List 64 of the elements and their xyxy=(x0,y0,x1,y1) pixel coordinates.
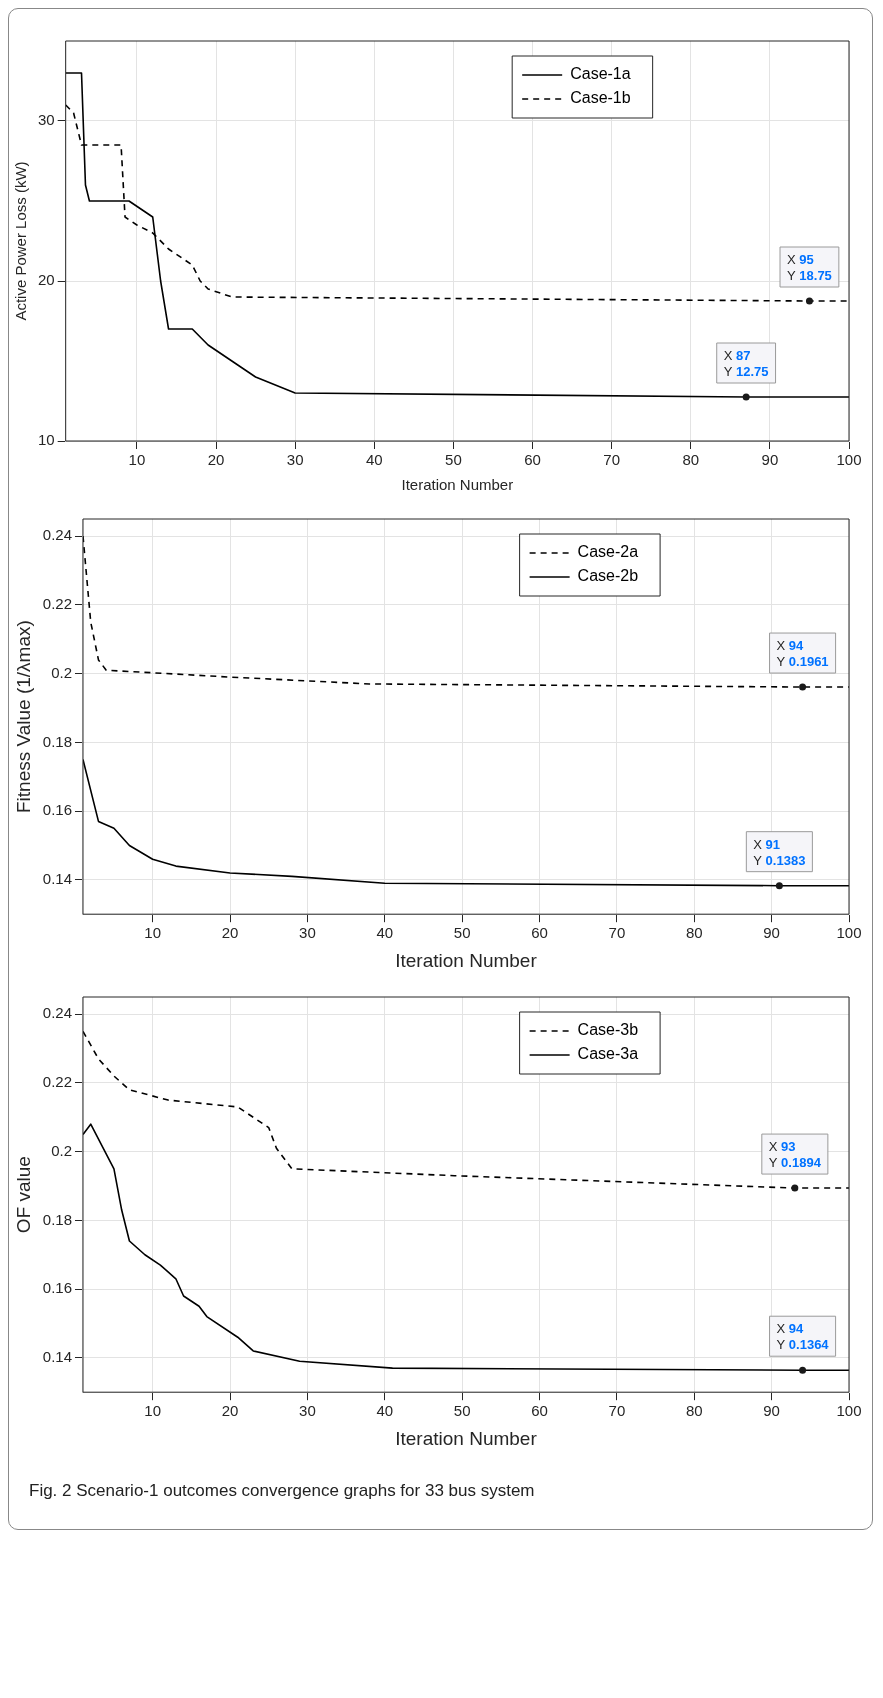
y-tick-label: 0.16 xyxy=(42,801,72,819)
annotation: X 91 Y 0.1383 xyxy=(753,836,806,868)
y-tick-label: 0.14 xyxy=(42,1347,72,1365)
y-tick-label: 0.22 xyxy=(42,595,72,613)
legend-label: Case-1b xyxy=(570,89,631,107)
caption: Fig. 2 Scenario-1 outcomes convergence graphs for 33 bus system xyxy=(29,1481,536,1501)
x-tick-label: 50 xyxy=(453,1402,471,1420)
x-tick-label: 100 xyxy=(836,451,862,469)
y-tick-label: 0.14 xyxy=(42,869,72,887)
x-tick-label: 70 xyxy=(608,924,626,942)
x-tick-label: 10 xyxy=(144,924,161,942)
x-tick-label: 90 xyxy=(763,924,780,942)
x-tick-label: 10 xyxy=(128,451,146,469)
x-tick-label: 90 xyxy=(763,1402,780,1420)
legend-label: Case-2b xyxy=(577,567,639,585)
x-tick-label: 40 xyxy=(376,1402,394,1420)
y-axis-title: Fitness Value (1/λmax) xyxy=(12,620,34,814)
x-axis-title: Iteration Number xyxy=(401,476,514,494)
legend-label: Case-3a xyxy=(577,1045,639,1063)
x-tick-label: 50 xyxy=(453,924,471,942)
y-tick-label: 0.22 xyxy=(42,1073,72,1091)
y-tick-label: 10 xyxy=(38,431,55,449)
y-tick-label: 30 xyxy=(38,111,55,129)
y-axis-title: Active Power Loss (kW) xyxy=(12,161,30,321)
x-tick-label: 50 xyxy=(445,451,462,469)
x-tick-label: 40 xyxy=(365,451,383,469)
y-tick-label: 0.24 xyxy=(42,526,72,544)
x-tick-label: 30 xyxy=(286,451,304,469)
x-tick-label: 60 xyxy=(531,1402,548,1420)
x-axis-title: Iteration Number xyxy=(395,949,538,971)
annotation: X 95 Y 18.75 xyxy=(787,252,832,283)
x-tick-label: 10 xyxy=(144,1402,161,1420)
annotation: X 94 Y 0.1961 xyxy=(776,638,829,670)
x-tick-label: 60 xyxy=(524,451,541,469)
x-tick-label: 40 xyxy=(376,924,394,942)
y-axis-title: OF value xyxy=(12,1156,34,1234)
x-tick-label: 20 xyxy=(221,924,239,942)
y-tick-label: 0.16 xyxy=(42,1279,72,1297)
x-tick-label: 80 xyxy=(685,924,703,942)
x-tick-label: 20 xyxy=(207,451,225,469)
x-tick-label: 100 xyxy=(836,924,862,942)
x-tick-label: 30 xyxy=(299,1402,316,1420)
annotation: X 93 Y 0.1894 xyxy=(768,1139,822,1171)
x-tick-label: 80 xyxy=(682,451,700,469)
x-tick-label: 60 xyxy=(531,924,548,942)
legend-label: Case-2a xyxy=(577,543,639,561)
y-tick-label: 0.18 xyxy=(42,732,72,750)
x-tick-label: 20 xyxy=(221,1402,239,1420)
legend-label: Case-1a xyxy=(570,65,631,83)
x-tick-label: 100 xyxy=(836,1402,862,1420)
annotation: X 94 Y 0.1364 xyxy=(776,1321,830,1353)
legend-label: Case-3b xyxy=(577,1021,639,1039)
y-tick-label: 0.2 xyxy=(51,663,72,681)
x-axis-title: Iteration Number xyxy=(395,1427,538,1449)
y-tick-label: 20 xyxy=(38,271,55,289)
y-tick-label: 0.18 xyxy=(42,1210,72,1228)
x-tick-label: 70 xyxy=(603,451,620,469)
x-tick-label: 90 xyxy=(761,451,779,469)
y-tick-label: 0.24 xyxy=(42,1004,72,1022)
x-tick-label: 70 xyxy=(608,1402,626,1420)
annotation: X 87 Y 12.75 xyxy=(723,348,769,379)
x-tick-label: 30 xyxy=(299,924,316,942)
y-tick-label: 0.2 xyxy=(51,1141,72,1159)
x-tick-label: 80 xyxy=(685,1402,703,1420)
